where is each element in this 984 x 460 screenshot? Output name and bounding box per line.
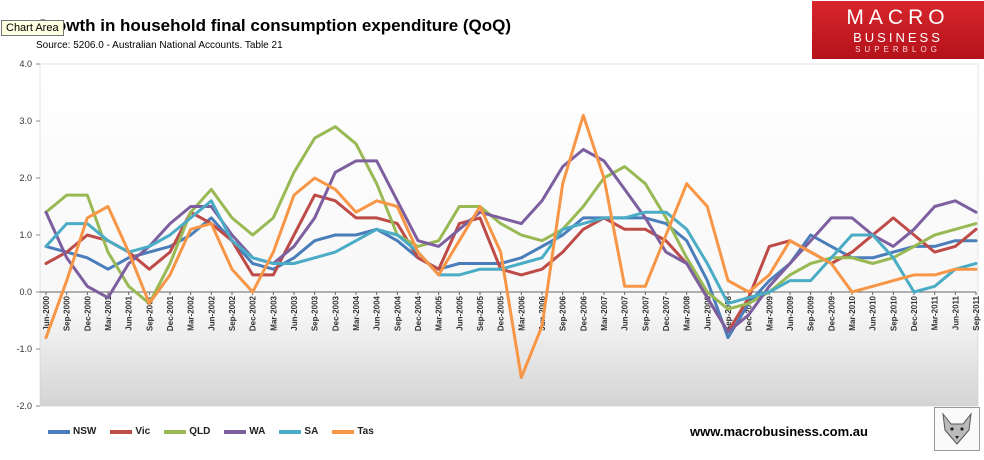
series-line-sa[interactable] xyxy=(44,199,978,305)
x-tick-label: Dec-2001 xyxy=(166,295,175,331)
legend-swatch xyxy=(164,429,187,434)
x-tick-label: Sep-2006 xyxy=(559,295,568,331)
x-tick-label: Dec-2010 xyxy=(910,295,919,331)
x-tick-label: Sep-2004 xyxy=(393,295,402,331)
x-tick-label: Sep-2007 xyxy=(641,295,650,331)
legend-item-nsw[interactable]: NSW xyxy=(48,426,96,437)
legend-item-sa[interactable]: SA xyxy=(279,426,318,437)
y-tick-label: 1.0 xyxy=(19,230,32,240)
y-tick-label: 0.0 xyxy=(19,287,32,297)
y-tick-label: 4.0 xyxy=(19,59,32,69)
legend-item-qld[interactable]: QLD xyxy=(164,426,210,437)
legend-swatch xyxy=(332,429,355,434)
x-tick-label: Jun-2010 xyxy=(869,295,878,330)
x-tick-label: Jun-2007 xyxy=(621,295,630,330)
legend-swatch xyxy=(224,429,247,434)
legend-label: NSW xyxy=(73,426,97,437)
x-tick-label: Mar-2004 xyxy=(352,295,361,330)
x-tick-label: Jun-2004 xyxy=(373,295,382,330)
website-url[interactable]: www.macrobusiness.com.au xyxy=(690,424,868,439)
y-tick-label: -2.0 xyxy=(16,401,32,411)
x-tick-label: Dec-2009 xyxy=(827,295,836,331)
x-tick-label: Mar-2003 xyxy=(269,295,278,330)
series-line-qld[interactable] xyxy=(44,125,978,311)
x-tick-label: Jun-2005 xyxy=(455,295,464,330)
x-tick-label: Dec-2004 xyxy=(414,295,423,331)
x-tick-label: Sep-2003 xyxy=(311,295,320,331)
x-tick-label: Dec-2005 xyxy=(497,295,506,331)
legend-label: WA xyxy=(249,426,266,437)
x-tick-label: Mar-2006 xyxy=(517,295,526,330)
logo-line-3: SUPERBLOG xyxy=(855,45,941,54)
legend-item-tas[interactable]: Tas xyxy=(332,426,374,437)
x-tick-label: Mar-2008 xyxy=(683,295,692,330)
x-tick-label: Jun-2011 xyxy=(951,295,960,330)
series-line-tas[interactable] xyxy=(44,113,978,379)
x-tick-label: Jun-2003 xyxy=(290,295,299,330)
x-tick-label: Sep-2009 xyxy=(807,295,816,331)
x-tick-label: Sep-2002 xyxy=(228,295,237,331)
x-tick-label: Mar-2002 xyxy=(187,295,196,330)
y-tick-label: 2.0 xyxy=(19,173,32,183)
x-tick-label: Jun-2000 xyxy=(42,295,51,330)
x-axis: Jun-2000 Sep-2000 Dec-2000 Mar-2001 Jun-2001… xyxy=(40,291,981,331)
y-tick-label: -1.0 xyxy=(16,344,32,354)
macrobusiness-logo[interactable]: MACRO BUSINESS SUPERBLOG xyxy=(812,1,984,59)
x-tick-label: Mar-2007 xyxy=(600,295,609,330)
logo-line-2: BUSINESS xyxy=(853,30,943,45)
x-tick-label: Jun-2002 xyxy=(207,295,216,330)
chart-area-tooltip: Chart Area xyxy=(1,20,64,36)
x-tick-label: Sep-2011 xyxy=(972,295,981,330)
legend-swatch xyxy=(48,429,70,434)
series-group xyxy=(44,113,978,379)
chart-source: Source: 5206.0 - Australian National Acc… xyxy=(36,40,283,51)
legend-swatch xyxy=(279,429,302,434)
x-tick-label: Dec-2006 xyxy=(579,295,588,331)
x-tick-label: Jun-2001 xyxy=(125,295,134,330)
legend-item-vic[interactable]: Vic xyxy=(110,426,150,437)
legend-label: Vic xyxy=(135,426,151,437)
x-tick-label: Dec-2007 xyxy=(662,295,671,331)
legend-swatch xyxy=(110,429,133,434)
x-tick-label: Dec-2000 xyxy=(83,295,92,331)
x-tick-label: Jun-2009 xyxy=(786,295,795,330)
x-tick-label: Sep-2010 xyxy=(889,295,898,331)
chart-legend: NSW Vic QLD WA SA Tas xyxy=(48,426,374,437)
x-tick-label: Mar-2009 xyxy=(765,295,774,330)
plot-area xyxy=(39,63,979,407)
x-tick-label: Mar-2011 xyxy=(931,295,940,330)
legend-label: QLD xyxy=(189,426,211,437)
x-tick-label: Dec-2003 xyxy=(331,295,340,331)
x-tick-label: Sep-2005 xyxy=(476,295,485,331)
x-tick-label: Mar-2001 xyxy=(104,295,113,330)
x-tick-label: Sep-2008 xyxy=(724,295,733,331)
logo-line-1: MACRO xyxy=(846,6,950,29)
y-tick-label: 3.0 xyxy=(19,116,32,126)
x-tick-label: Mar-2010 xyxy=(848,295,857,330)
y-axis: 4.0 3.0 2.0 1.0 0.0 -1.0 -2.0 xyxy=(16,59,40,411)
x-tick-label: Sep-2001 xyxy=(145,295,154,331)
legend-label: SA xyxy=(304,426,319,437)
chart-title: Growth in household final consumption ex… xyxy=(36,16,512,35)
series-line-wa[interactable] xyxy=(44,148,978,334)
x-tick-label: Sep-2000 xyxy=(63,295,72,331)
x-tick-label: Jun-2008 xyxy=(703,295,712,330)
x-tick-label: Dec-2002 xyxy=(249,295,258,331)
fox-mascot-icon xyxy=(934,407,980,451)
x-tick-label: Mar-2005 xyxy=(435,295,444,330)
legend-item-wa[interactable]: WA xyxy=(224,426,265,437)
legend-label: Tas xyxy=(357,426,374,437)
